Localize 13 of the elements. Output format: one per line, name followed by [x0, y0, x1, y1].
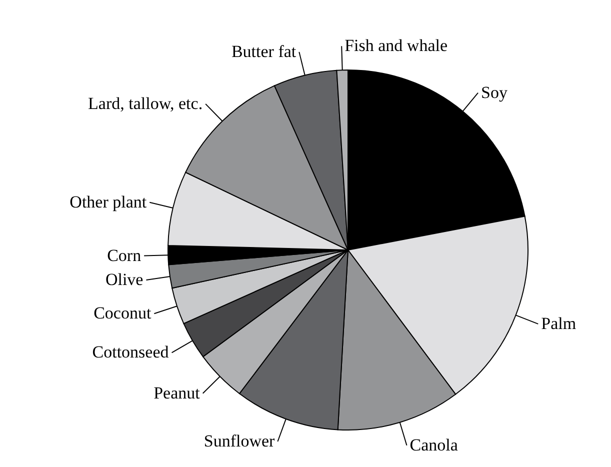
slice-label: Other plant: [70, 192, 147, 212]
slice-label: Lard, tallow, etc.: [88, 94, 203, 113]
slice-label: Butter fat: [231, 42, 296, 61]
slice-label: Canola: [410, 435, 458, 454]
slice-label: Cottonseed: [92, 342, 170, 362]
slice-label: Coconut: [94, 304, 152, 323]
slice-label: Soy: [481, 82, 508, 102]
slice-label: Corn: [107, 246, 142, 265]
slice-label: Fish and whale: [344, 36, 448, 56]
slice-label: Peanut: [154, 383, 200, 402]
slice-label: Olive: [105, 270, 144, 290]
slice-label: Sunflower: [204, 432, 276, 450]
slice-label: Palm: [541, 314, 576, 333]
